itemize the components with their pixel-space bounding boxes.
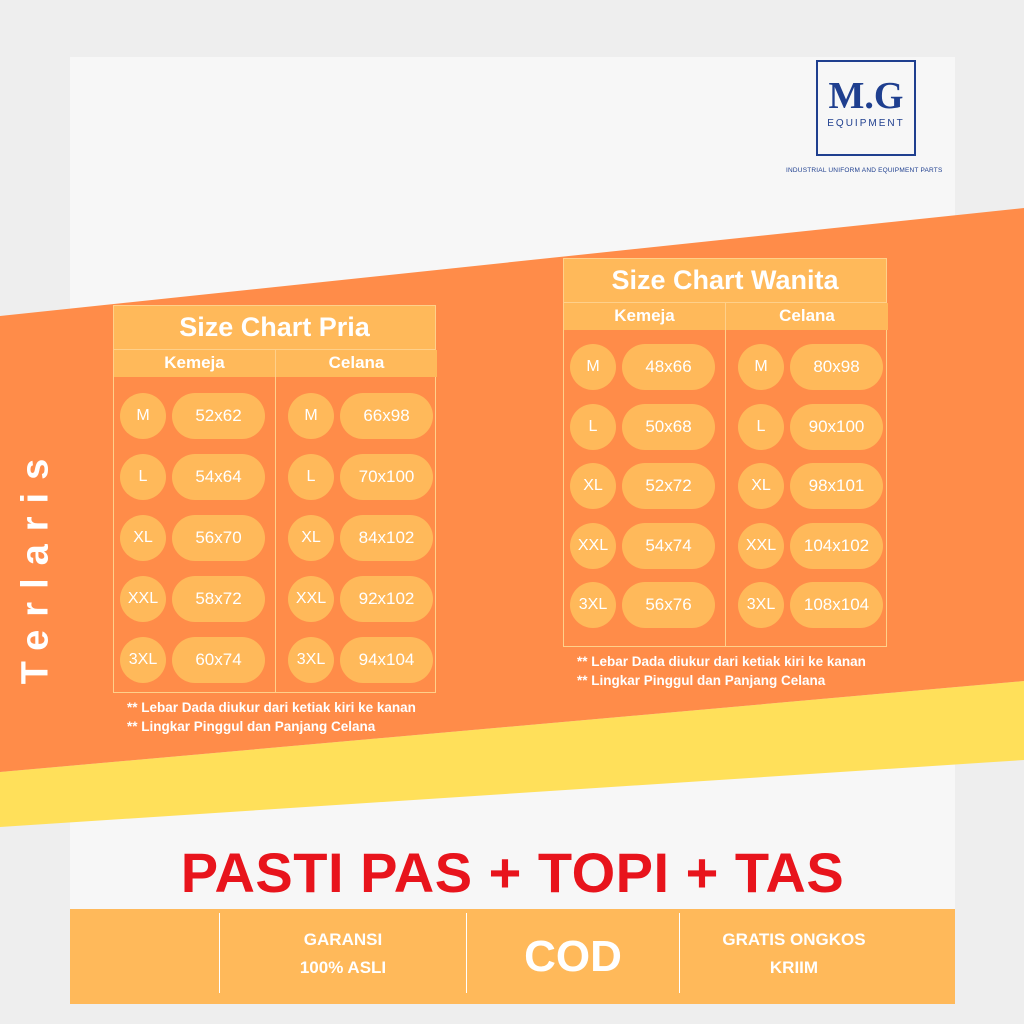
size-label: L bbox=[120, 454, 166, 500]
size-label: M bbox=[120, 393, 166, 439]
size-measurement: 60x74 bbox=[172, 637, 265, 683]
size-measurement: 66x98 bbox=[340, 393, 433, 439]
size-row-kemeja: 3XL 60x74 bbox=[120, 637, 265, 683]
size-row-kemeja: 3XL 56x76 bbox=[570, 582, 715, 628]
footer-divider bbox=[219, 913, 220, 993]
size-measurement: 54x74 bbox=[622, 522, 715, 569]
size-row-celana: XXL 92x102 bbox=[288, 576, 433, 622]
size-label: L bbox=[570, 403, 616, 450]
footer-divider bbox=[679, 913, 680, 993]
size-row-celana: M 66x98 bbox=[288, 393, 433, 439]
logo-main-text: M.G bbox=[828, 75, 904, 117]
size-chart-pria: Size Chart Pria Kemeja Celana M 52x62 L 54x… bbox=[113, 305, 437, 693]
size-measurement: 80x98 bbox=[790, 344, 883, 390]
size-measurement: 52x72 bbox=[622, 463, 715, 509]
size-measurement: 56x70 bbox=[172, 515, 265, 561]
logo-sub-text: EQUIPMENT bbox=[827, 118, 905, 129]
size-measurement: 108x104 bbox=[790, 582, 883, 628]
size-measurement: 92x102 bbox=[340, 576, 433, 622]
size-row-celana: L 90x100 bbox=[738, 403, 883, 450]
size-label: M bbox=[570, 344, 616, 390]
size-measurement: 84x102 bbox=[340, 515, 433, 561]
chart-title: Size Chart Pria bbox=[114, 306, 435, 350]
size-label: XL bbox=[120, 515, 166, 561]
size-label: M bbox=[738, 344, 784, 390]
size-label: XL bbox=[288, 515, 334, 561]
size-label: XL bbox=[738, 463, 784, 509]
yellow-band bbox=[0, 681, 1024, 827]
size-measurement: 58x72 bbox=[172, 576, 265, 622]
size-row-celana: M 80x98 bbox=[738, 344, 883, 390]
size-row-kemeja: L 50x68 bbox=[570, 403, 715, 450]
size-label: 3XL bbox=[120, 637, 166, 683]
column-header-celana: Celana bbox=[276, 350, 437, 377]
size-row-kemeja: XXL 58x72 bbox=[120, 576, 265, 622]
size-label: 3XL bbox=[738, 582, 784, 628]
size-label: XXL bbox=[570, 522, 616, 569]
size-measurement: 70x100 bbox=[340, 454, 433, 500]
size-label: 3XL bbox=[288, 637, 334, 683]
side-label: Terlaris bbox=[14, 445, 57, 685]
size-label: L bbox=[288, 454, 334, 500]
footer-divider bbox=[466, 913, 467, 993]
size-row-celana: 3XL 94x104 bbox=[288, 637, 433, 683]
size-measurement: 98x101 bbox=[790, 463, 883, 509]
size-chart-wanita: Size Chart Wanita Kemeja Celana M 48x66 L 5… bbox=[563, 258, 888, 647]
size-row-kemeja: L 54x64 bbox=[120, 454, 265, 500]
size-row-celana: 3XL 108x104 bbox=[738, 582, 883, 628]
gratis-line2: KRIIM bbox=[769, 958, 819, 977]
size-measurement: 104x102 bbox=[790, 522, 883, 569]
footer-bar: GARANSI 100% ASLI COD GRATIS ONGKOS KRII… bbox=[70, 909, 955, 1004]
garansi-line1: GARANSI bbox=[303, 930, 383, 949]
size-label: M bbox=[288, 393, 334, 439]
chart-title: Size Chart Wanita bbox=[564, 259, 886, 303]
promo-headline: PASTI PAS + TOPI + TAS bbox=[180, 841, 845, 904]
note-waist: ** Lingkar Pinggul dan Panjang Celana bbox=[577, 673, 826, 688]
size-label: L bbox=[738, 403, 784, 450]
size-row-kemeja: M 52x62 bbox=[120, 393, 265, 439]
footer-gratis-ongkir: GRATIS ONGKOS KRIIM bbox=[680, 909, 908, 1021]
size-row-celana: L 70x100 bbox=[288, 454, 433, 500]
size-label: XXL bbox=[120, 576, 166, 622]
size-row-kemeja: M 48x66 bbox=[570, 344, 715, 390]
note-chest: ** Lebar Dada diukur dari ketiak kiri ke… bbox=[127, 700, 416, 715]
size-row-celana: XL 98x101 bbox=[738, 463, 883, 509]
column-divider bbox=[275, 350, 276, 692]
size-row-celana: XXL 104x102 bbox=[738, 522, 883, 569]
brand-tagline: INDUSTRIAL UNIFORM AND EQUIPMENT PARTS bbox=[786, 167, 943, 174]
gratis-line1: GRATIS ONGKOS bbox=[722, 930, 866, 949]
size-label: XXL bbox=[738, 522, 784, 569]
column-header-kemeja: Kemeja bbox=[564, 303, 725, 330]
column-header-kemeja: Kemeja bbox=[114, 350, 275, 377]
size-measurement: 94x104 bbox=[340, 637, 433, 683]
size-row-kemeja: XL 56x70 bbox=[120, 515, 265, 561]
size-measurement: 52x62 bbox=[172, 393, 265, 439]
size-label: XL bbox=[570, 463, 616, 509]
footer-garansi: GARANSI 100% ASLI bbox=[220, 909, 466, 1021]
note-waist: ** Lingkar Pinggul dan Panjang Celana bbox=[127, 719, 376, 734]
note-chest: ** Lebar Dada diukur dari ketiak kiri ke… bbox=[577, 654, 866, 669]
size-measurement: 50x68 bbox=[622, 403, 715, 450]
column-header-celana: Celana bbox=[726, 303, 888, 330]
brand-logo: M.G EQUIPMENT bbox=[816, 60, 916, 156]
size-measurement: 48x66 bbox=[622, 344, 715, 390]
size-measurement: 56x76 bbox=[622, 582, 715, 628]
column-divider bbox=[725, 303, 726, 646]
size-row-kemeja: XL 52x72 bbox=[570, 463, 715, 509]
size-measurement: 90x100 bbox=[790, 403, 883, 450]
size-row-kemeja: XXL 54x74 bbox=[570, 522, 715, 569]
garansi-line2: 100% ASLI bbox=[299, 958, 387, 977]
size-label: 3XL bbox=[570, 582, 616, 628]
footer-cod: COD bbox=[524, 932, 622, 981]
size-label: XXL bbox=[288, 576, 334, 622]
size-row-celana: XL 84x102 bbox=[288, 515, 433, 561]
size-measurement: 54x64 bbox=[172, 454, 265, 500]
